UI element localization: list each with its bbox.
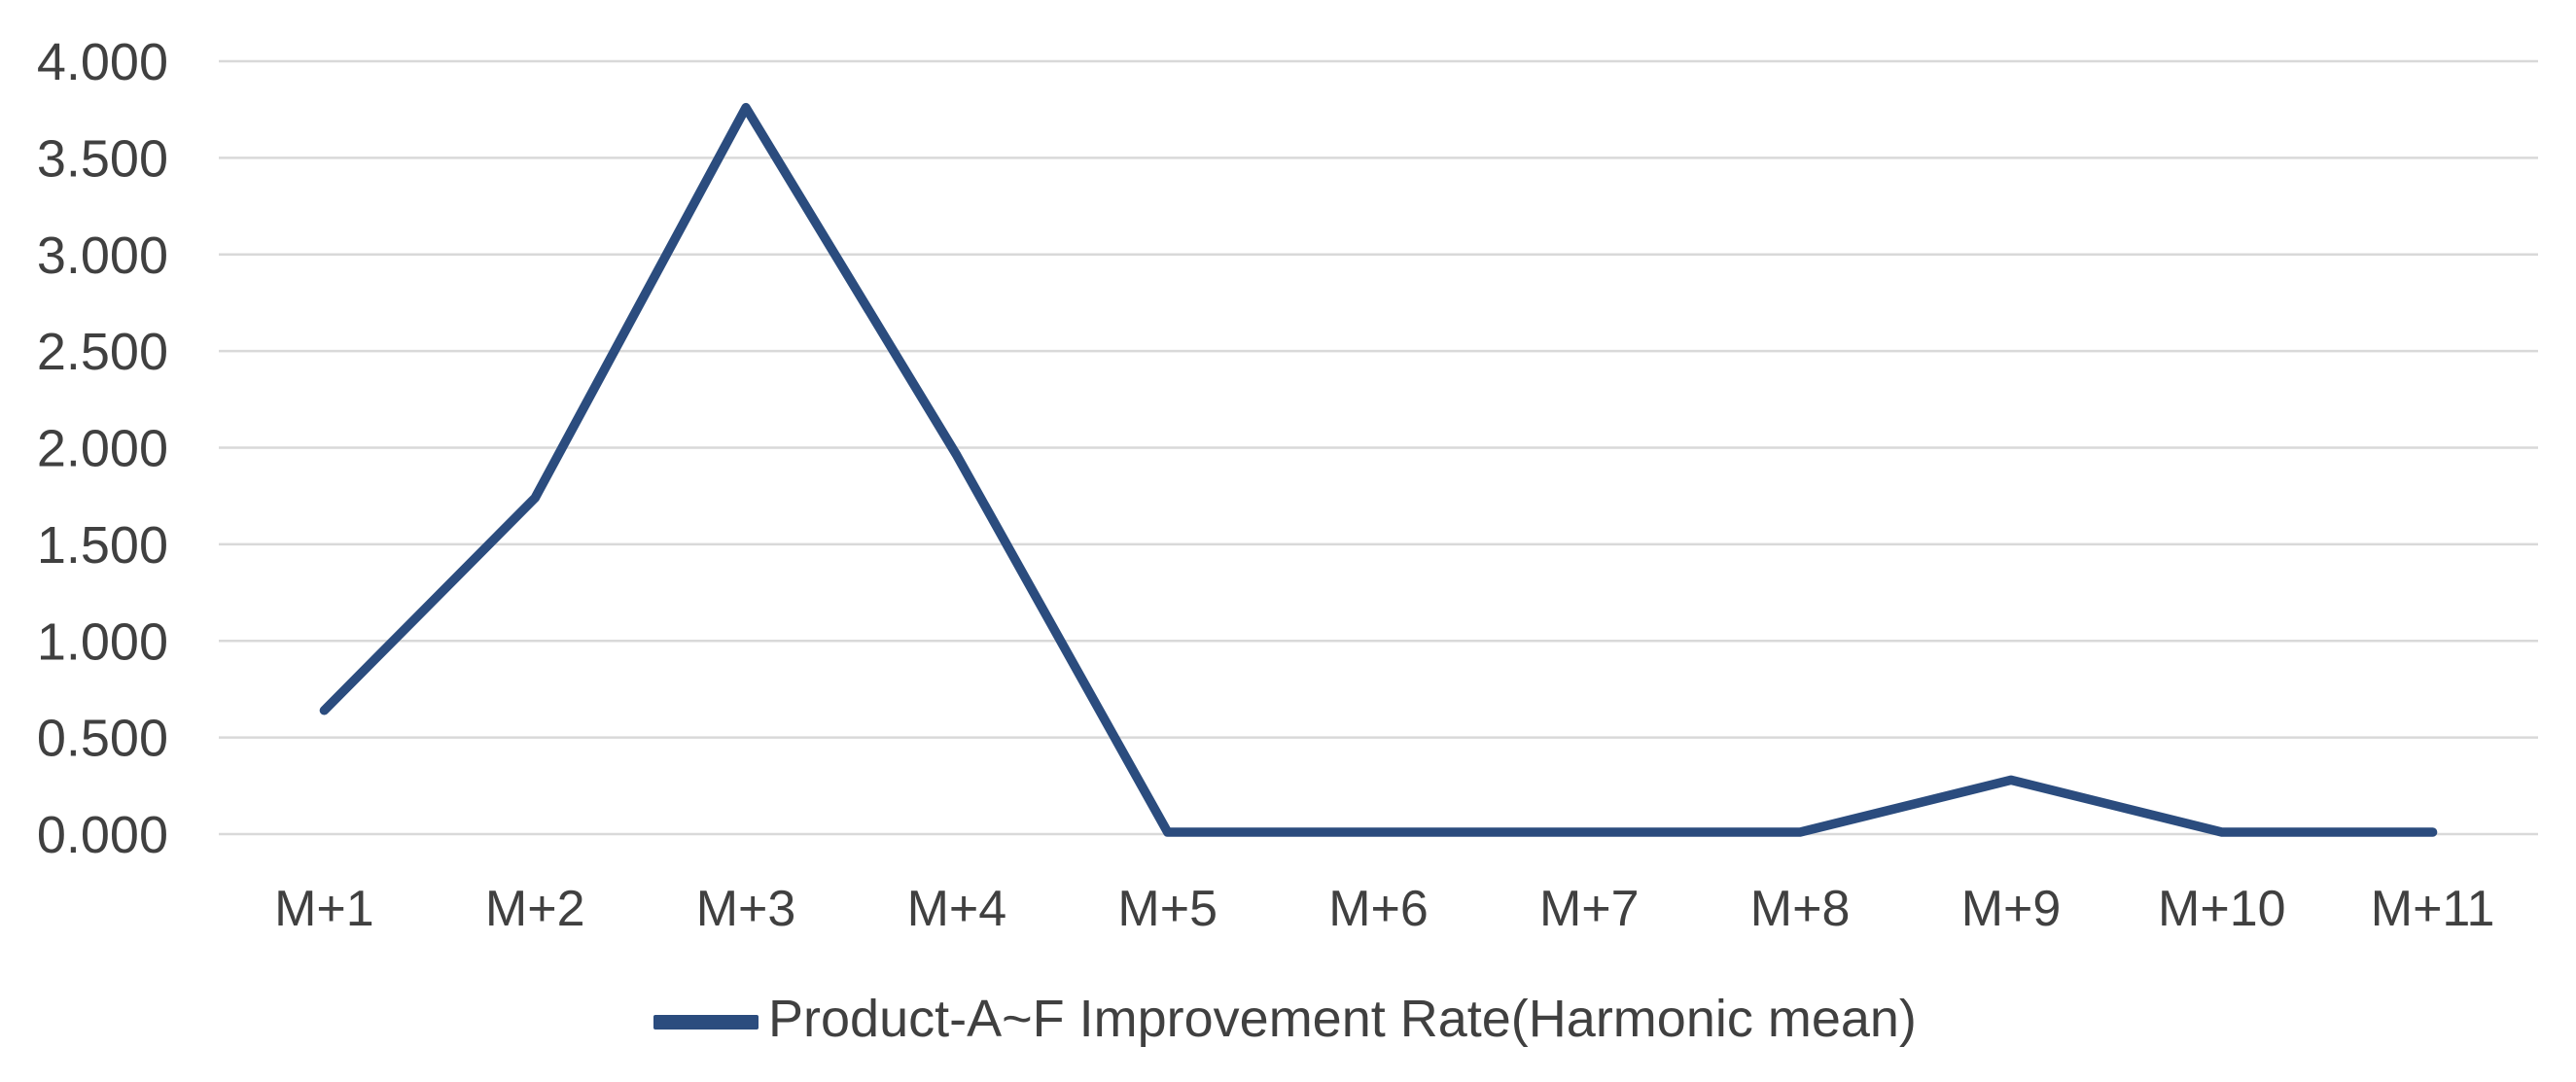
legend: Product-A~F Improvement Rate(Harmonic me… [653, 990, 1917, 1048]
x-axis-tick-label: M+9 [1961, 881, 2062, 937]
x-axis-tick-label: M+11 [2371, 881, 2495, 937]
x-axis-tick-label: M+5 [1117, 881, 1217, 937]
x-axis-tick-label: M+1 [274, 881, 374, 937]
y-axis-tick-label: 0.500 [37, 710, 168, 768]
x-axis-tick-label: M+2 [485, 881, 585, 937]
legend-line-marker-icon [653, 1015, 759, 1030]
y-axis-tick-label: 2.500 [37, 323, 168, 381]
y-axis-tick-labels: 4.000 3.500 3.000 2.500 2.000 1.500 1.000 0.500… [37, 33, 168, 864]
x-axis-tick-label: M+3 [696, 881, 796, 937]
y-axis-tick-label: 3.000 [37, 227, 168, 285]
y-axis-tick-label: 3.500 [37, 129, 168, 188]
x-axis-tick-label: M+10 [2158, 881, 2286, 937]
x-axis-tick-labels: M+1 M+2 M+3 M+4 M+5 M+6 M+7 M+8 M+9 M+10 M+11 [274, 881, 2494, 937]
y-axis-tick-label: 1.000 [37, 612, 168, 671]
y-axis-tick-label: 0.000 [37, 806, 168, 864]
series-line [319, 102, 2438, 837]
x-axis-tick-label: M+4 [907, 881, 1007, 937]
y-axis-tick-label: 4.000 [37, 33, 168, 91]
legend-label: Product-A~F Improvement Rate(Harmonic me… [768, 990, 1917, 1048]
x-axis-tick-label: M+6 [1328, 881, 1429, 937]
y-axis-tick-label: 1.500 [37, 516, 168, 575]
x-axis-tick-label: M+7 [1539, 881, 1640, 937]
x-axis-tick-label: M+8 [1750, 881, 1851, 937]
y-axis-tick-label: 2.000 [37, 420, 168, 478]
